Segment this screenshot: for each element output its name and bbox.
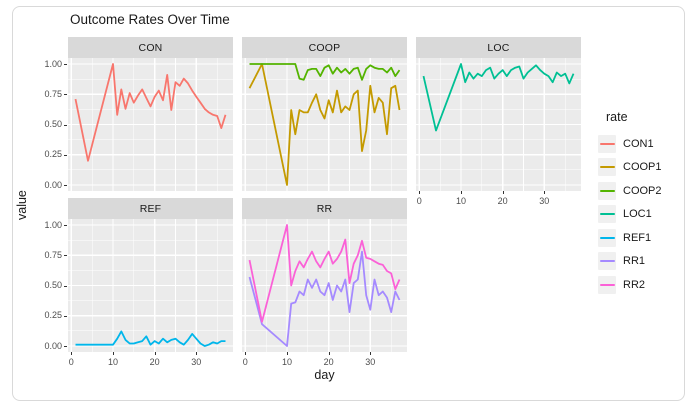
legend-label-coop1: COOP1: [623, 161, 662, 174]
series-line-con1: [74, 63, 227, 162]
x-tick-label: 10: [107, 357, 118, 367]
x-tick-label: 20: [323, 357, 334, 367]
y-axis-title: value: [15, 190, 29, 220]
legend-label-con1: CON1: [623, 137, 654, 150]
facet-panel-loc: [416, 58, 581, 191]
legend-line-swatch: [599, 213, 615, 216]
legend-line-swatch: [599, 166, 615, 169]
legend-key-ref1: [598, 228, 616, 247]
legend-label-rr2: RR2: [623, 278, 646, 291]
legend-item-rr1: RR1: [598, 250, 694, 274]
x-tick-mark: [245, 352, 247, 355]
y-tick-mark: [64, 185, 67, 186]
y-tick-label: 0.50: [44, 280, 62, 290]
x-tick-mark: [419, 191, 421, 194]
x-tick-mark: [71, 352, 73, 355]
series-line-ref1: [75, 330, 226, 347]
x-tick-label: 10: [455, 196, 466, 206]
x-tick-mark: [154, 352, 156, 355]
legend-key-loc1: [598, 205, 616, 224]
legend-label-coop2: COOP2: [623, 184, 662, 197]
y-tick-mark: [64, 315, 67, 317]
y-tick-label: 1.00: [44, 58, 62, 69]
legend-key-rr2: [598, 275, 616, 294]
y-tick-mark: [64, 94, 67, 96]
x-tick-label: 0: [416, 196, 422, 206]
x-axis-title: day: [314, 368, 335, 382]
facet-strip-ref: REF: [68, 198, 233, 219]
series-line-coop1: [248, 63, 401, 186]
legend-line-swatch: [599, 260, 615, 263]
legend-item-rr2: RR2: [598, 273, 694, 297]
x-tick-mark: [196, 352, 198, 355]
facet-panel-con: [68, 58, 233, 191]
x-tick-mark: [328, 352, 330, 355]
legend-line-swatch: [599, 189, 615, 192]
x-tick-mark: [544, 191, 546, 194]
x-tick-label: 20: [149, 357, 160, 367]
y-tick-mark: [64, 285, 67, 287]
y-tick-label: 0.25: [44, 149, 62, 160]
x-tick-label: 30: [539, 196, 550, 206]
legend-items: CON1 COOP1 COOP2 LOC1 REF1 RR1 RR2: [598, 132, 694, 297]
series-line-coop2: [249, 63, 401, 81]
y-tick-mark: [64, 124, 67, 126]
legend-item-con1: CON1: [598, 132, 694, 156]
legend-item-coop1: COOP1: [598, 156, 694, 180]
x-tick-label: 20: [497, 196, 508, 206]
y-tick-label: 0.00: [44, 340, 62, 351]
y-tick-label: 1.00: [44, 219, 62, 230]
facet-strip-coop: COOP: [242, 37, 407, 58]
legend-key-rr1: [598, 252, 616, 271]
legend-item-coop2: COOP2: [598, 179, 694, 203]
series-line-rr1: [248, 250, 401, 347]
legend: rate CON1 COOP1 COOP2 LOC1 REF1 RR1 RR2: [598, 110, 694, 297]
y-tick-label: 0.50: [44, 119, 62, 129]
y-tick-mark: [64, 64, 67, 65]
legend-item-loc1: LOC1: [598, 203, 694, 227]
x-tick-mark: [370, 352, 372, 355]
x-tick-mark: [287, 352, 288, 355]
facet-panel-coop: [242, 58, 407, 191]
y-tick-mark: [64, 255, 67, 257]
y-tick-mark: [64, 346, 67, 347]
x-tick-mark: [502, 191, 504, 194]
legend-label-rr1: RR1: [623, 255, 646, 268]
legend-label-ref1: REF1: [623, 231, 652, 244]
facet-panel-ref: [68, 219, 233, 352]
legend-item-ref1: REF1: [598, 226, 694, 250]
y-tick-mark: [64, 225, 67, 226]
x-tick-label: 0: [242, 357, 248, 367]
y-tick-label: 0.25: [44, 310, 62, 321]
legend-label-loc1: LOC1: [623, 208, 652, 221]
chart-title: Outcome Rates Over Time: [70, 12, 230, 27]
legend-title: rate: [606, 110, 628, 124]
facet-strip-con: CON: [68, 37, 233, 58]
series-line-rr2: [248, 224, 401, 323]
x-tick-label: 30: [365, 357, 376, 367]
facet-strip-loc: LOC: [416, 37, 581, 58]
legend-key-coop1: [598, 158, 616, 177]
facet-panel-rr: [242, 219, 407, 352]
x-tick-label: 10: [281, 357, 292, 367]
legend-key-con1: [598, 134, 616, 153]
y-tick-mark: [64, 154, 67, 156]
x-tick-label: 0: [68, 357, 74, 367]
series-line-loc1: [422, 63, 575, 132]
legend-key-coop2: [598, 181, 616, 200]
x-tick-mark: [113, 352, 114, 355]
facet-strip-rr: RR: [242, 198, 407, 219]
x-tick-label: 30: [191, 357, 202, 367]
x-tick-mark: [461, 191, 462, 194]
y-tick-label: 0.75: [44, 88, 62, 99]
y-tick-label: 0.75: [44, 249, 62, 260]
legend-line-swatch: [599, 283, 615, 286]
legend-line-swatch: [599, 142, 615, 145]
y-tick-label: 0.00: [44, 179, 62, 190]
legend-line-swatch: [599, 236, 615, 239]
